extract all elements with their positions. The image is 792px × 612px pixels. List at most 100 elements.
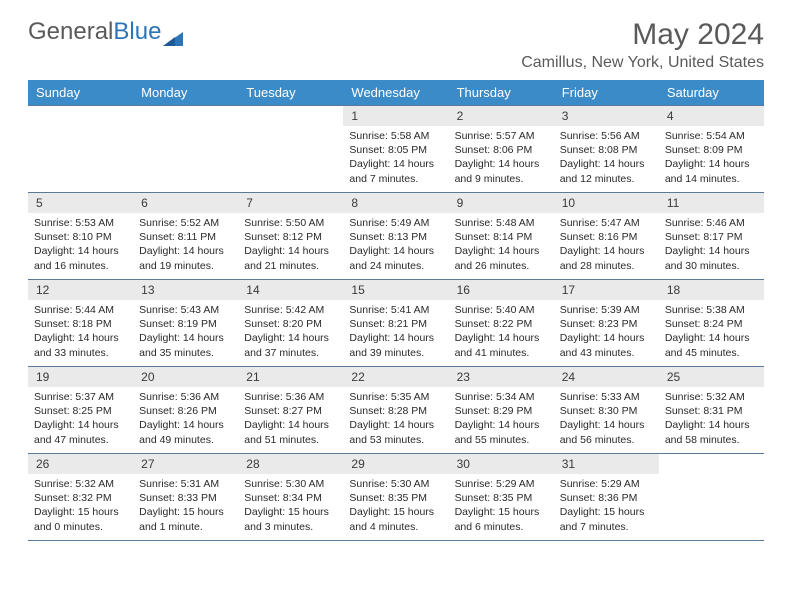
- info-line: and 12 minutes.: [560, 172, 653, 186]
- day-number: 14: [238, 280, 343, 300]
- day-header: Saturday: [659, 80, 764, 105]
- info-line: Sunrise: 5:36 AM: [244, 390, 337, 404]
- info-line: Daylight: 14 hours: [139, 331, 232, 345]
- day-cell: 27Sunrise: 5:31 AMSunset: 8:33 PMDayligh…: [133, 454, 238, 540]
- week-row: ...1Sunrise: 5:58 AMSunset: 8:05 PMDayli…: [28, 105, 764, 193]
- logo-text-gray: General: [28, 18, 113, 46]
- info-line: Sunset: 8:16 PM: [560, 230, 653, 244]
- day-cell: 22Sunrise: 5:35 AMSunset: 8:28 PMDayligh…: [343, 367, 448, 453]
- weeks-container: ...1Sunrise: 5:58 AMSunset: 8:05 PMDayli…: [28, 105, 764, 541]
- day-cell: 7Sunrise: 5:50 AMSunset: 8:12 PMDaylight…: [238, 193, 343, 279]
- info-line: Sunrise: 5:29 AM: [455, 477, 548, 491]
- info-line: Sunrise: 5:29 AM: [560, 477, 653, 491]
- info-line: Daylight: 14 hours: [349, 418, 442, 432]
- info-line: Sunrise: 5:35 AM: [349, 390, 442, 404]
- day-number: 7: [238, 193, 343, 213]
- info-line: and 4 minutes.: [349, 520, 442, 534]
- day-sun-info: Sunrise: 5:58 AMSunset: 8:05 PMDaylight:…: [343, 126, 448, 189]
- day-cell: 19Sunrise: 5:37 AMSunset: 8:25 PMDayligh…: [28, 367, 133, 453]
- info-line: Sunrise: 5:58 AM: [349, 129, 442, 143]
- day-cell: 9Sunrise: 5:48 AMSunset: 8:14 PMDaylight…: [449, 193, 554, 279]
- info-line: Sunrise: 5:32 AM: [665, 390, 758, 404]
- day-cell: 1Sunrise: 5:58 AMSunset: 8:05 PMDaylight…: [343, 106, 448, 192]
- info-line: Daylight: 15 hours: [34, 505, 127, 519]
- info-line: and 33 minutes.: [34, 346, 127, 360]
- info-line: Daylight: 14 hours: [665, 244, 758, 258]
- info-line: Sunset: 8:19 PM: [139, 317, 232, 331]
- info-line: Daylight: 14 hours: [455, 331, 548, 345]
- day-cell: 10Sunrise: 5:47 AMSunset: 8:16 PMDayligh…: [554, 193, 659, 279]
- info-line: Sunset: 8:08 PM: [560, 143, 653, 157]
- info-line: Daylight: 14 hours: [34, 244, 127, 258]
- day-header: Thursday: [449, 80, 554, 105]
- day-cell: 4Sunrise: 5:54 AMSunset: 8:09 PMDaylight…: [659, 106, 764, 192]
- info-line: Sunset: 8:26 PM: [139, 404, 232, 418]
- info-line: Daylight: 14 hours: [455, 244, 548, 258]
- day-cell: 6Sunrise: 5:52 AMSunset: 8:11 PMDaylight…: [133, 193, 238, 279]
- day-number: 26: [28, 454, 133, 474]
- info-line: Daylight: 14 hours: [244, 418, 337, 432]
- day-cell: 12Sunrise: 5:44 AMSunset: 8:18 PMDayligh…: [28, 280, 133, 366]
- info-line: and 28 minutes.: [560, 259, 653, 273]
- page-header: GeneralBlue May 2024 Camillus, New York,…: [28, 18, 764, 72]
- day-headers-row: Sunday Monday Tuesday Wednesday Thursday…: [28, 80, 764, 105]
- logo-text-blue: Blue: [113, 18, 161, 46]
- info-line: and 55 minutes.: [455, 433, 548, 447]
- info-line: Sunrise: 5:46 AM: [665, 216, 758, 230]
- day-header: Sunday: [28, 80, 133, 105]
- info-line: Sunrise: 5:41 AM: [349, 303, 442, 317]
- info-line: and 16 minutes.: [34, 259, 127, 273]
- info-line: Daylight: 14 hours: [665, 418, 758, 432]
- logo: GeneralBlue: [28, 18, 183, 46]
- day-number: 24: [554, 367, 659, 387]
- info-line: and 21 minutes.: [244, 259, 337, 273]
- info-line: Sunset: 8:06 PM: [455, 143, 548, 157]
- info-line: Sunrise: 5:48 AM: [455, 216, 548, 230]
- info-line: Daylight: 14 hours: [139, 418, 232, 432]
- info-line: Daylight: 14 hours: [560, 157, 653, 171]
- info-line: Sunset: 8:24 PM: [665, 317, 758, 331]
- day-cell: 20Sunrise: 5:36 AMSunset: 8:26 PMDayligh…: [133, 367, 238, 453]
- day-sun-info: Sunrise: 5:31 AMSunset: 8:33 PMDaylight:…: [133, 474, 238, 537]
- info-line: and 56 minutes.: [560, 433, 653, 447]
- info-line: Daylight: 14 hours: [455, 157, 548, 171]
- day-number: 31: [554, 454, 659, 474]
- info-line: Sunset: 8:25 PM: [34, 404, 127, 418]
- info-line: Sunrise: 5:42 AM: [244, 303, 337, 317]
- info-line: Sunrise: 5:49 AM: [349, 216, 442, 230]
- day-number: 3: [554, 106, 659, 126]
- info-line: and 45 minutes.: [665, 346, 758, 360]
- day-sun-info: Sunrise: 5:48 AMSunset: 8:14 PMDaylight:…: [449, 213, 554, 276]
- day-cell: 3Sunrise: 5:56 AMSunset: 8:08 PMDaylight…: [554, 106, 659, 192]
- day-cell: 17Sunrise: 5:39 AMSunset: 8:23 PMDayligh…: [554, 280, 659, 366]
- week-row: 26Sunrise: 5:32 AMSunset: 8:32 PMDayligh…: [28, 454, 764, 541]
- day-sun-info: Sunrise: 5:34 AMSunset: 8:29 PMDaylight:…: [449, 387, 554, 450]
- info-line: and 3 minutes.: [244, 520, 337, 534]
- info-line: Daylight: 14 hours: [455, 418, 548, 432]
- info-line: Sunrise: 5:30 AM: [244, 477, 337, 491]
- logo-triangle-icon: [163, 25, 183, 39]
- day-cell: 5Sunrise: 5:53 AMSunset: 8:10 PMDaylight…: [28, 193, 133, 279]
- info-line: and 41 minutes.: [455, 346, 548, 360]
- info-line: Sunset: 8:36 PM: [560, 491, 653, 505]
- day-number: 1: [343, 106, 448, 126]
- day-number: 4: [659, 106, 764, 126]
- day-number: 8: [343, 193, 448, 213]
- day-sun-info: Sunrise: 5:36 AMSunset: 8:27 PMDaylight:…: [238, 387, 343, 450]
- info-line: Daylight: 14 hours: [34, 331, 127, 345]
- info-line: Daylight: 14 hours: [139, 244, 232, 258]
- day-number: 15: [343, 280, 448, 300]
- info-line: Sunset: 8:33 PM: [139, 491, 232, 505]
- day-cell: 13Sunrise: 5:43 AMSunset: 8:19 PMDayligh…: [133, 280, 238, 366]
- info-line: and 35 minutes.: [139, 346, 232, 360]
- day-sun-info: Sunrise: 5:53 AMSunset: 8:10 PMDaylight:…: [28, 213, 133, 276]
- day-number: 17: [554, 280, 659, 300]
- info-line: Sunrise: 5:32 AM: [34, 477, 127, 491]
- info-line: Sunrise: 5:52 AM: [139, 216, 232, 230]
- day-sun-info: Sunrise: 5:29 AMSunset: 8:36 PMDaylight:…: [554, 474, 659, 537]
- day-sun-info: Sunrise: 5:47 AMSunset: 8:16 PMDaylight:…: [554, 213, 659, 276]
- info-line: Sunrise: 5:47 AM: [560, 216, 653, 230]
- info-line: Daylight: 14 hours: [244, 331, 337, 345]
- info-line: and 43 minutes.: [560, 346, 653, 360]
- info-line: Sunset: 8:14 PM: [455, 230, 548, 244]
